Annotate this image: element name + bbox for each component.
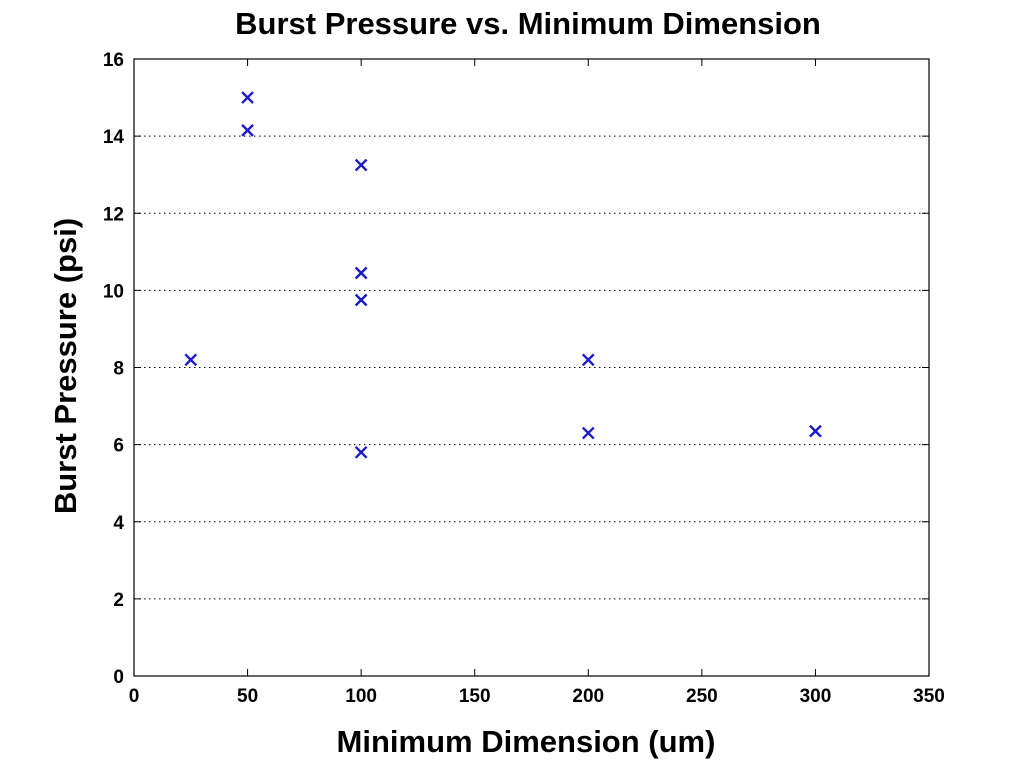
- y-tick-label: 14: [103, 127, 125, 148]
- data-point-marker: [354, 445, 368, 459]
- y-tick-label: 12: [103, 204, 124, 225]
- y-axis-label: Burst Pressure (psi): [48, 218, 83, 514]
- x-axis-label: Minimum Dimension (um): [337, 724, 716, 759]
- marker-stroke: [581, 426, 595, 440]
- marker-stroke: [809, 424, 822, 438]
- x-tick-label: 200: [572, 686, 604, 707]
- x-tick-label: 50: [237, 686, 258, 707]
- x-tick-label: 350: [913, 686, 945, 707]
- data-point-marker: [354, 293, 368, 307]
- data-points: [184, 91, 822, 459]
- data-point-marker: [581, 353, 595, 367]
- marker-stroke: [241, 91, 254, 104]
- y-tick-label: 16: [103, 50, 124, 71]
- data-point-marker: [354, 266, 368, 280]
- y-tick-label: 6: [113, 436, 124, 457]
- data-point-marker: [241, 91, 254, 104]
- marker-stroke: [354, 266, 368, 280]
- data-point-marker: [241, 123, 254, 137]
- y-tick-label: 8: [113, 359, 124, 380]
- x-tick-label: 250: [686, 686, 718, 707]
- data-point-marker: [809, 424, 822, 438]
- x-tick-label: 150: [459, 686, 491, 707]
- marker-stroke: [354, 158, 368, 172]
- x-tick-label: 100: [345, 686, 377, 707]
- data-point-marker: [184, 353, 198, 367]
- marker-stroke: [354, 445, 368, 459]
- chart-title: Burst Pressure vs. Minimum Dimension: [235, 6, 821, 41]
- axis-ticks: 0 2 4 6 8 10 12 14 16 0 50 100 150 200 250 300 350: [103, 50, 945, 707]
- y-tick-label: 2: [113, 590, 124, 611]
- marker-stroke: [581, 353, 595, 367]
- marker-stroke: [354, 293, 368, 307]
- y-tick-label: 10: [103, 281, 124, 302]
- data-point-marker: [581, 426, 595, 440]
- y-tick-label: 0: [113, 667, 124, 688]
- x-tick-label: 0: [129, 686, 140, 707]
- data-point-marker: [354, 158, 368, 172]
- x-tick-label: 300: [800, 686, 832, 707]
- y-tick-label: 4: [113, 513, 124, 534]
- grid: [134, 135, 929, 600]
- marker-stroke: [184, 353, 198, 367]
- marker-stroke: [241, 123, 254, 137]
